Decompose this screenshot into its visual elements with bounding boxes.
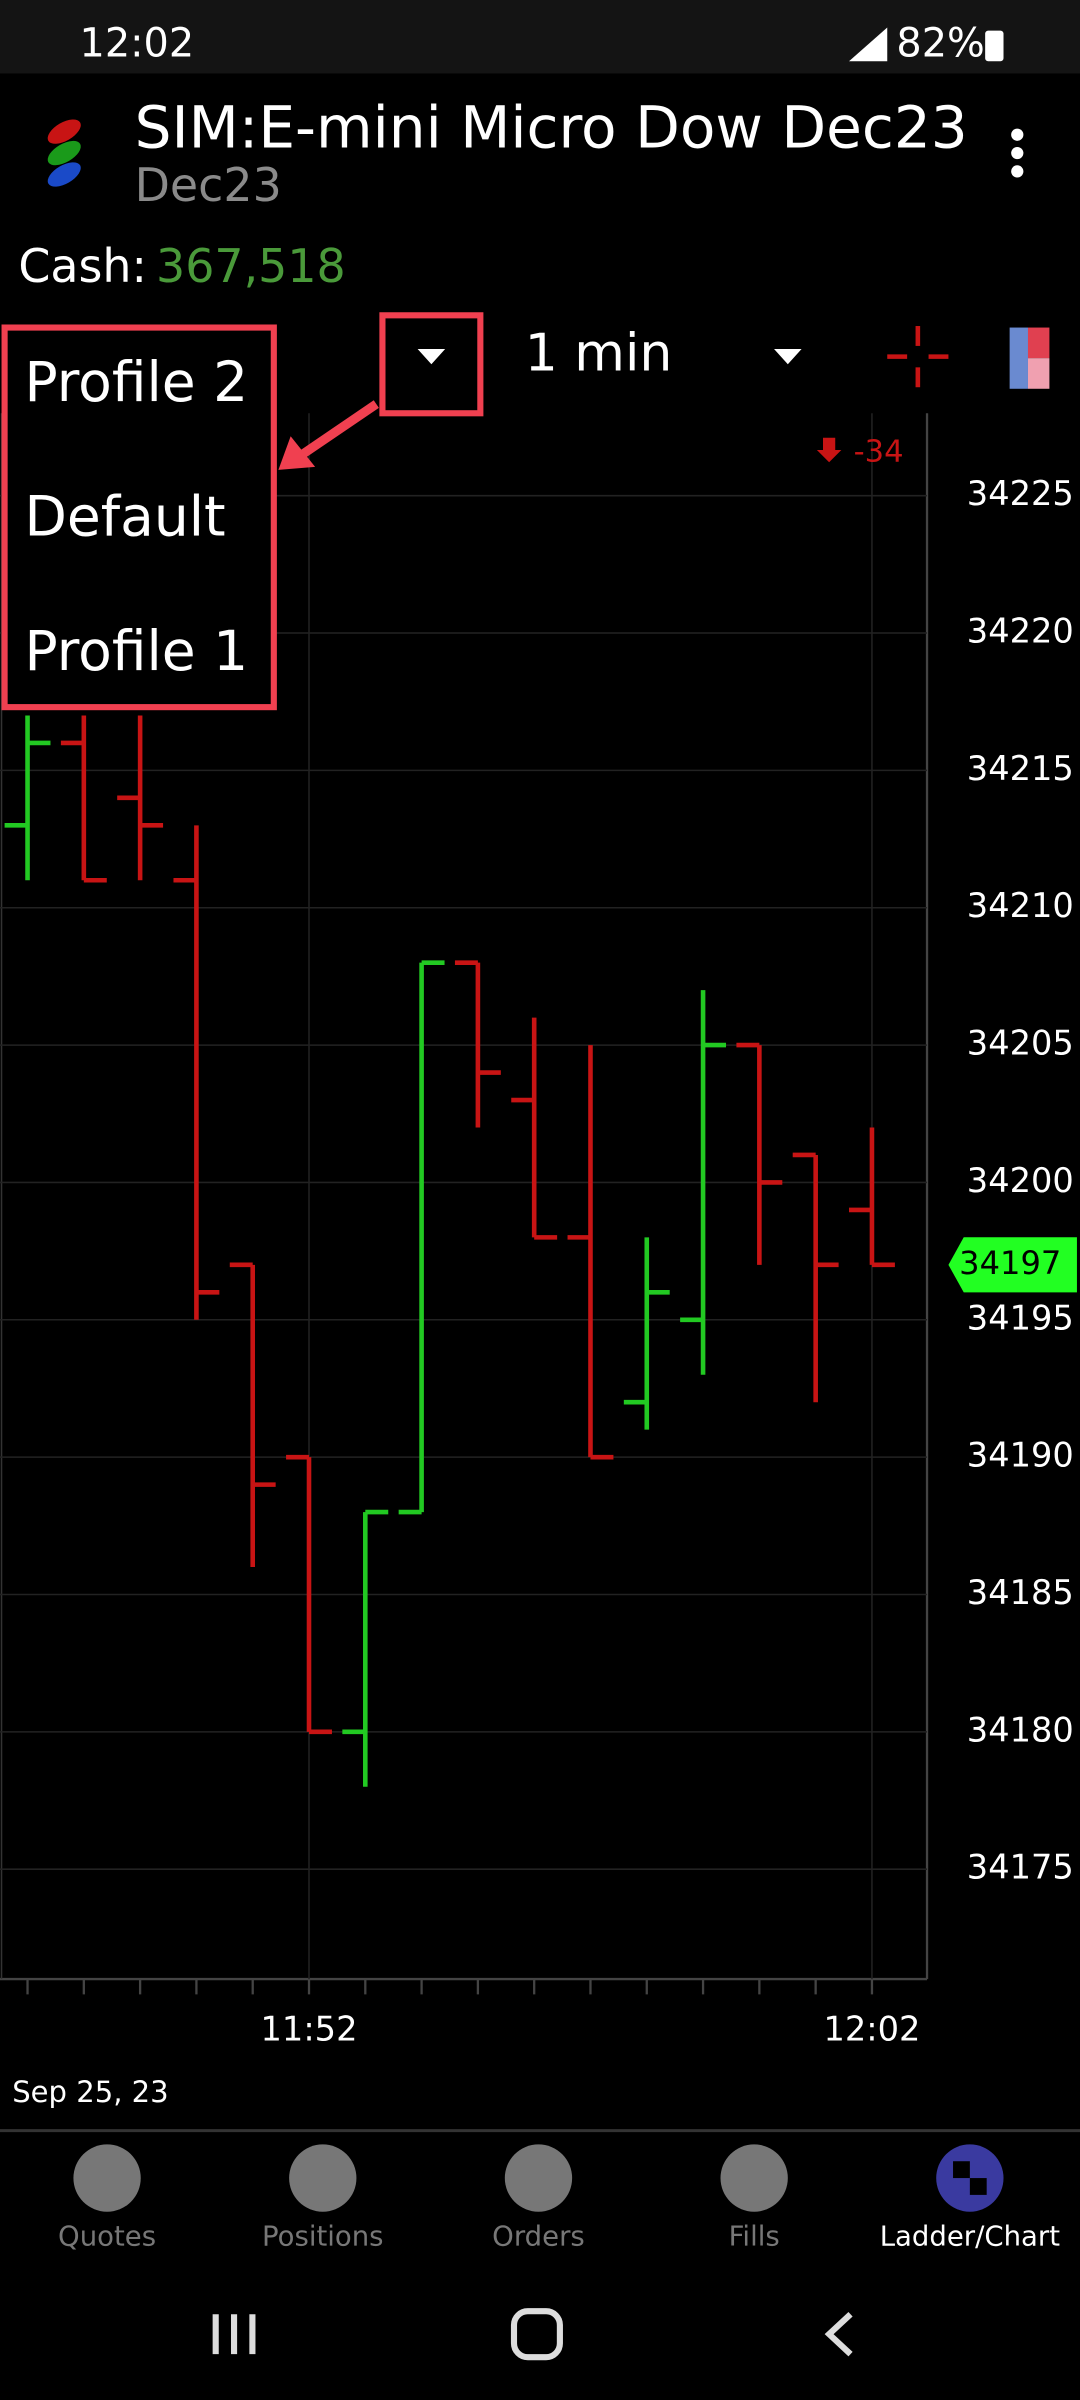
- crosshair-button[interactable]: [887, 326, 949, 388]
- menu-button[interactable]: [1011, 128, 1024, 178]
- cash-label: Cash:: [18, 239, 147, 293]
- change-label: -34: [854, 435, 904, 470]
- cash-value: 367,518: [156, 239, 346, 293]
- system-nav: [212, 2308, 853, 2361]
- logo: [47, 119, 81, 144]
- status-time: 12:02: [80, 20, 195, 66]
- nav-label[interactable]: Fills: [729, 2221, 780, 2253]
- y-tick-label: 34225: [967, 474, 1074, 513]
- bottom-nav: Quotes Positions Orders Fills Ladder/Chart: [58, 2144, 1061, 2253]
- last-price-marker: [948, 1237, 1077, 1293]
- y-tick-label: 34175: [967, 1848, 1074, 1887]
- instrument-title: SIM:E-mini Micro Dow Dec23: [135, 94, 968, 162]
- layout-button[interactable]: [1009, 327, 1050, 389]
- callout-arrow: [278, 400, 379, 470]
- chart-date: Sep 25, 23: [12, 2075, 168, 2109]
- profile-list: Profile 2 Default Profile 1: [24, 350, 248, 683]
- y-tick-label: 34200: [967, 1161, 1074, 1200]
- nav-icon: [953, 2161, 970, 2179]
- nav-label[interactable]: Ladder/Chart: [880, 2221, 1061, 2253]
- change-arrow: [816, 437, 842, 463]
- signal-icon: [849, 27, 888, 62]
- x-tick-label: 11:52: [261, 2010, 358, 2049]
- nav-label[interactable]: Quotes: [58, 2221, 156, 2253]
- y-tick-label: 34185: [967, 1573, 1074, 1612]
- logo: [47, 140, 81, 166]
- nav-label[interactable]: Positions: [262, 2221, 384, 2253]
- profile-dropdown[interactable]: [417, 348, 446, 365]
- status-bar: [0, 0, 1080, 74]
- nav-icon: [969, 2178, 987, 2195]
- y-tick-label: 34215: [967, 749, 1074, 788]
- battery-level: 82%: [896, 20, 984, 66]
- nav-label[interactable]: Orders: [492, 2221, 585, 2253]
- last-price-label: 34197: [959, 1244, 1061, 1282]
- y-tick-label: 34190: [967, 1436, 1074, 1475]
- y-tick-label: 34210: [967, 886, 1074, 925]
- y-tick-label: 34180: [967, 1710, 1074, 1749]
- y-tick-label: 34195: [967, 1298, 1074, 1337]
- nav-icon[interactable]: [73, 2144, 141, 2212]
- profile-menu: [1, 324, 277, 711]
- nav-icon[interactable]: [289, 2144, 357, 2212]
- interval-selector[interactable]: 1 min: [525, 324, 673, 384]
- interval-dropdown[interactable]: [774, 348, 802, 365]
- logo: [47, 162, 81, 187]
- y-tick-label: 34220: [967, 612, 1074, 651]
- instrument-subtitle: Dec23: [135, 158, 282, 212]
- profile-option[interactable]: Profile 2: [24, 350, 248, 414]
- y-tick-label: 34205: [967, 1024, 1074, 1063]
- profile-option[interactable]: Default: [24, 485, 225, 549]
- highlight-box: [379, 312, 484, 417]
- chart: 34175 34180 34185 34190 34195 34200 34205 34210…: [0, 413, 1077, 2109]
- nav-icon[interactable]: [720, 2144, 788, 2212]
- nav-icon[interactable]: [504, 2144, 573, 2212]
- profile-option[interactable]: Profile 1: [24, 619, 248, 683]
- x-tick-label: 12:02: [823, 2010, 920, 2049]
- battery-icon: [985, 30, 1004, 62]
